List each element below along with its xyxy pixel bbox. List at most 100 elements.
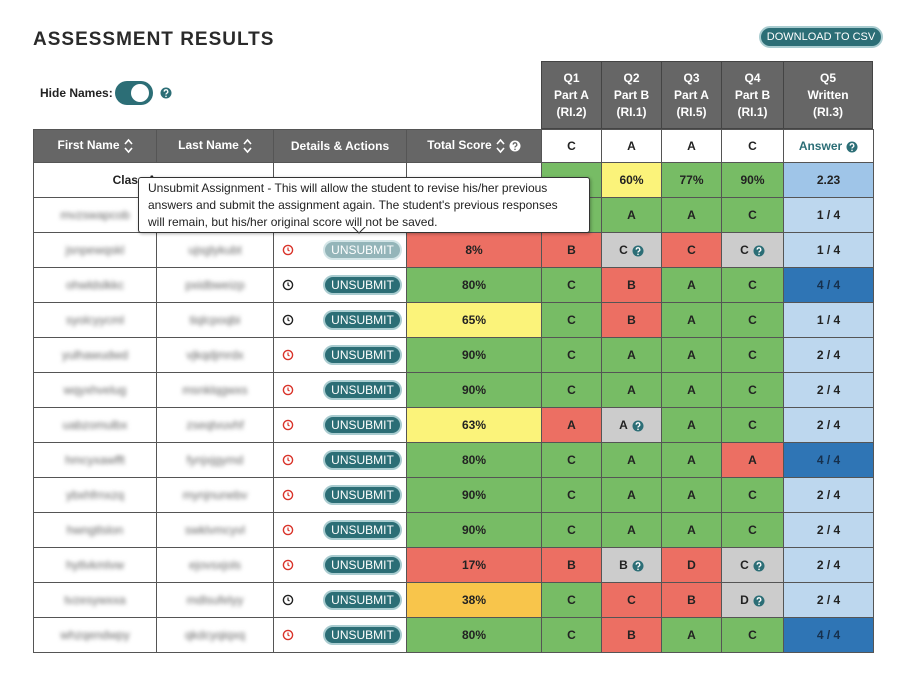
answer-cell: C (541, 582, 602, 618)
first-name-cell: hwngtlslon (33, 512, 157, 548)
student-row: tvzesywxxa mdlsufelyy UNSUBMIT 38% C C B D 2 / 4 (33, 582, 874, 618)
answer-text: C (619, 243, 628, 257)
answer-text: C (748, 488, 757, 502)
unsubmit-button[interactable]: UNSUBMIT (323, 380, 402, 400)
answer-cell: C (721, 267, 784, 303)
answer-text: D (740, 593, 749, 607)
sort-icon[interactable] (496, 138, 505, 154)
answer-cell: D (661, 547, 722, 583)
help-icon[interactable] (632, 560, 644, 572)
help-icon[interactable] (753, 595, 765, 607)
help-icon[interactable] (753, 560, 765, 572)
answer-cell: C (721, 407, 784, 443)
last-name: zseqtvuvhf (186, 418, 244, 432)
answer-cell: B (541, 232, 602, 268)
last-name-cell: ujsglykubt (156, 232, 274, 268)
answer-cell: A (661, 617, 722, 653)
score-text: 90% (461, 488, 487, 502)
answer-cell: A (541, 407, 602, 443)
sort-icon[interactable] (243, 138, 252, 154)
answer-text: 2 / 4 (816, 593, 841, 607)
answer-cell: 90% (721, 162, 784, 198)
help-icon[interactable] (632, 420, 644, 432)
unsubmit-button[interactable]: UNSUBMIT (323, 590, 402, 610)
help-icon[interactable] (160, 87, 172, 99)
details-cell: UNSUBMIT (273, 442, 407, 478)
unsubmit-button[interactable]: UNSUBMIT (323, 625, 402, 645)
help-icon[interactable] (846, 141, 858, 153)
unsubmit-button[interactable]: UNSUBMIT (323, 275, 402, 295)
score-cell: 80% (406, 267, 542, 303)
score-cell: 80% (406, 617, 542, 653)
answer-text: C (748, 208, 757, 222)
answer-text: C (567, 313, 576, 327)
answer-text: C (748, 418, 757, 432)
first-name-cell: hmcyxawfft (33, 442, 157, 478)
question-column: Q2 Part B (RI.1) (601, 61, 661, 129)
student-row: ohwldslkkc pxidbweizp UNSUBMIT 80% C B A C 4 / 4 (33, 267, 874, 303)
answer-text: 2.23 (816, 173, 841, 187)
answer-text: 77% (679, 173, 704, 187)
answer-cell: C (541, 512, 602, 548)
answer-text: A (687, 383, 696, 397)
score-text: 17% (461, 558, 487, 572)
student-row: syolcyycml tiqlcpoqbi UNSUBMIT 65% C B A C 1 / 4 (33, 302, 874, 338)
tooltip-line: answers and submit the assignment again.… (148, 198, 558, 212)
answer-text: 1 / 4 (816, 208, 841, 222)
unsubmit-button[interactable]: UNSUBMIT (323, 485, 402, 505)
clock-icon (282, 244, 294, 256)
unsubmit-button[interactable]: UNSUBMIT (323, 345, 402, 365)
answer-cell: 2.23 (783, 162, 874, 198)
answer-key: A (601, 129, 662, 163)
help-icon[interactable] (509, 140, 521, 152)
unsubmit-button[interactable]: UNSUBMIT (323, 450, 402, 470)
unsubmit-button[interactable]: UNSUBMIT (323, 520, 402, 540)
first-name: whzqendwpy (60, 628, 130, 642)
unsubmit-button[interactable]: UNSUBMIT (323, 240, 402, 260)
unsubmit-button[interactable]: UNSUBMIT (323, 310, 402, 330)
unsubmit-button[interactable]: UNSUBMIT (323, 415, 402, 435)
last-name: ejovsxjols (188, 558, 242, 572)
answer-text: B (627, 628, 636, 642)
sort-icon[interactable] (123, 138, 133, 154)
answer-text: 2 / 4 (816, 383, 841, 397)
student-row: hytlvkmlvw ejovsxjols UNSUBMIT 17% B B D C 2 / 4 (33, 547, 874, 583)
answer-text: A (627, 488, 636, 502)
tooltip-arrow (352, 226, 366, 234)
student-row: whzqendwpy qkdcyqiqxq UNSUBMIT 80% C B A C 4 / 4 (33, 617, 874, 653)
question-line: Q5 (819, 70, 836, 85)
answer-text: A (687, 208, 696, 222)
answer-text: 90% (740, 173, 765, 187)
answer-cell: 2 / 4 (783, 477, 874, 513)
answer-text: B (567, 558, 576, 572)
answer-text: A (687, 313, 696, 327)
column-header-label: Last Name (178, 138, 239, 153)
first-name-cell: ybxhfrnxzq (33, 477, 157, 513)
answer-text: C (567, 383, 576, 397)
hide-names-label: Hide Names: (40, 86, 113, 100)
score-text: 80% (461, 628, 487, 642)
score-cell: 90% (406, 337, 542, 373)
answer-cell: 4 / 4 (783, 617, 874, 653)
hide-names-toggle[interactable] (114, 80, 154, 106)
answer-cell: B (541, 547, 602, 583)
last-name-cell: msnklqgwxs (156, 372, 274, 408)
answer-cell: A (661, 512, 722, 548)
answer-cell: C (721, 302, 784, 338)
help-icon[interactable] (632, 245, 644, 257)
last-name: mdlsufelyy (186, 593, 244, 607)
download-button[interactable]: DOWNLOAD TO CSV (759, 26, 883, 48)
column-header-label: Details & Actions (290, 139, 390, 153)
answer-text: A (687, 418, 696, 432)
answer-cell: C (541, 617, 602, 653)
class-average-row: Class Average60%77%90%2.23 (33, 162, 874, 198)
column-header-label: First Name (57, 138, 120, 153)
answer-text: A (627, 348, 636, 362)
unsubmit-button[interactable]: UNSUBMIT (323, 555, 402, 575)
answer-cell: B (661, 582, 722, 618)
help-icon[interactable] (753, 245, 765, 257)
answer-text: B (619, 558, 628, 572)
header-row: First Name Last Name Details & Actions Tota… (33, 129, 874, 163)
question-line: Q2 (623, 70, 640, 85)
